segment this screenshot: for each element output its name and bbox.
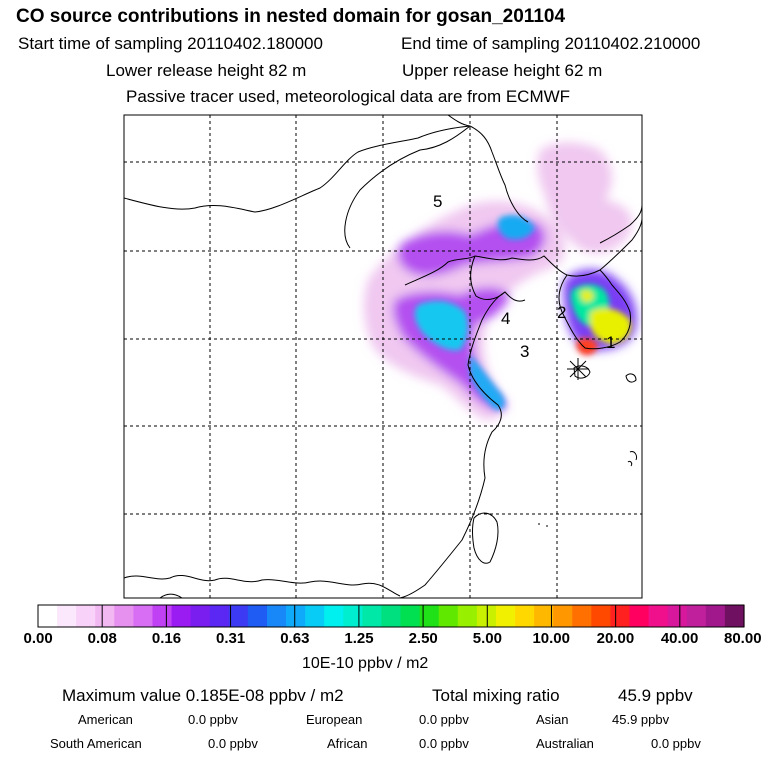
tracer-note: Passive tracer used, meteorological data… bbox=[126, 87, 571, 106]
source-value-african: 0.0 ppbv bbox=[419, 736, 469, 751]
total-mixing-ratio-value: 45.9 ppbv bbox=[618, 686, 693, 705]
colorbar-swatch bbox=[476, 605, 497, 627]
colorbar-border bbox=[37, 604, 745, 628]
region-label-2: 2 bbox=[557, 303, 566, 322]
source-name-american: American bbox=[78, 712, 133, 727]
concentration-plume bbox=[363, 142, 637, 420]
region-label-3: 3 bbox=[520, 342, 529, 361]
colorbar-tick-label: 0.16 bbox=[151, 630, 182, 647]
source-value-asian: 45.9 ppbv bbox=[612, 712, 670, 727]
colorbar-tick-label: 2.50 bbox=[408, 630, 438, 647]
source-value-american: 0.0 ppbv bbox=[188, 712, 238, 727]
source-name-european: European bbox=[306, 712, 363, 727]
colorbar-swatch bbox=[228, 605, 249, 627]
colorbar-tick-label: 20.00 bbox=[596, 630, 635, 647]
colorbar-swatch bbox=[286, 605, 306, 627]
colorbar-swatch bbox=[495, 605, 516, 627]
colorbar bbox=[37, 604, 745, 628]
colorbar-swatch bbox=[534, 605, 554, 627]
start-time-label: Start time of sampling 20110402.180000 bbox=[18, 34, 323, 53]
colorbar-swatch bbox=[305, 605, 325, 627]
colorbar-swatch bbox=[610, 605, 631, 627]
maximum-value-label: Maximum value 0.185E-08 ppbv / m2 bbox=[62, 686, 344, 705]
region-label-4: 4 bbox=[501, 309, 510, 328]
colorbar-swatch bbox=[629, 605, 650, 627]
colorbar-tick-label: 40.00 bbox=[660, 630, 699, 647]
colorbar-tick-label: 80.00 bbox=[724, 630, 762, 647]
colorbar-swatch bbox=[381, 605, 402, 627]
colorbar-swatch bbox=[419, 605, 440, 627]
page-title: CO source contributions in nested domain… bbox=[16, 6, 566, 27]
lower-release-height-label: Lower release height 82 m bbox=[106, 61, 307, 80]
colorbar-swatch bbox=[705, 605, 726, 627]
coastlines bbox=[124, 115, 642, 598]
colorbar-swatch bbox=[343, 605, 363, 627]
colorbar-tick-label: 5.00 bbox=[472, 630, 502, 647]
colorbar-swatch bbox=[324, 605, 344, 627]
colorbar-swatch bbox=[724, 605, 745, 627]
colorbar-swatch bbox=[362, 605, 383, 627]
colorbar-swatch bbox=[133, 605, 154, 627]
colorbar-tick-label: 0.31 bbox=[216, 630, 246, 647]
colorbar-swatch bbox=[171, 605, 192, 627]
colorbar-swatch bbox=[438, 605, 459, 627]
colorbar-swatch bbox=[38, 605, 58, 627]
colorbar-swatch bbox=[648, 605, 669, 627]
region-label-5: 5 bbox=[433, 192, 442, 211]
lat-lon-grid bbox=[124, 115, 642, 598]
colorbar-swatch bbox=[247, 605, 268, 627]
source-name-asian: Asian bbox=[536, 712, 569, 727]
colorbar-swatch bbox=[667, 605, 688, 627]
colorbar-swatch bbox=[686, 605, 707, 627]
source-value-australian: 0.0 ppbv bbox=[651, 736, 701, 751]
colorbar-tick-label: 0.08 bbox=[87, 630, 117, 647]
upper-release-height-label: Upper release height 62 m bbox=[402, 61, 603, 80]
source-name-australian: Australian bbox=[536, 736, 594, 751]
colorbar-swatch bbox=[57, 605, 77, 627]
receptor-marker bbox=[567, 358, 589, 380]
colorbar-tick-label: 1.25 bbox=[344, 630, 374, 647]
colorbar-swatch bbox=[515, 605, 535, 627]
colorbar-tick-label: 10.00 bbox=[532, 630, 570, 647]
colorbar-swatch bbox=[209, 605, 230, 627]
colorbar-swatch bbox=[95, 605, 115, 627]
source-value-south-american: 0.0 ppbv bbox=[208, 736, 258, 751]
colorbar-unit-label: 10E-10 ppbv / m2 bbox=[302, 655, 429, 672]
end-time-label: End time of sampling 20110402.210000 bbox=[401, 34, 701, 53]
colorbar-swatch bbox=[400, 605, 421, 627]
source-value-european: 0.0 ppbv bbox=[419, 712, 469, 727]
source-name-south-american: South American bbox=[50, 736, 142, 751]
colorbar-tick-label: 0.63 bbox=[280, 630, 310, 647]
colorbar-swatch bbox=[457, 605, 478, 627]
colorbar-swatch bbox=[572, 605, 592, 627]
colorbar-swatch bbox=[190, 605, 211, 627]
region-label-1: 1 bbox=[606, 333, 615, 352]
source-name-african: African bbox=[327, 736, 368, 751]
colorbar-swatch bbox=[114, 605, 135, 627]
colorbar-tick-label: 0.00 bbox=[23, 630, 53, 647]
colorbar-swatch bbox=[591, 605, 612, 627]
total-mixing-ratio-label: Total mixing ratio bbox=[432, 686, 560, 705]
colorbar-swatch bbox=[76, 605, 96, 627]
colorbar-swatch bbox=[152, 605, 173, 627]
colorbar-swatch bbox=[266, 605, 287, 627]
colorbar-swatch bbox=[553, 605, 573, 627]
